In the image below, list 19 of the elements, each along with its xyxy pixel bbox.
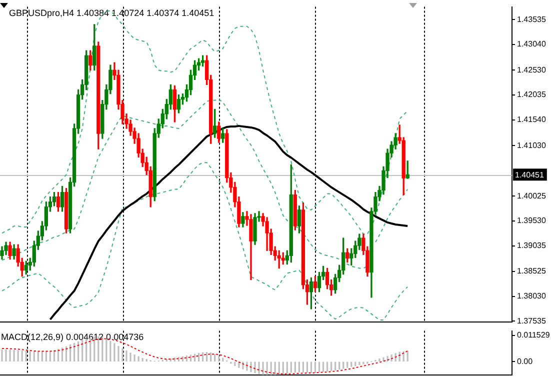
ref-line-label: 1.40451 (515, 170, 544, 180)
y-tick-label: 1.39530 (517, 216, 546, 226)
y-tick-label: 1.43535 (517, 14, 546, 24)
y-tick-label: 1.39035 (517, 241, 546, 250)
line-series (2, 10, 408, 235)
y-tick-label: 1.38525 (517, 266, 546, 276)
y-tick-label: 1.43040 (517, 40, 546, 49)
y-tick-label: 1.38030 (517, 292, 546, 301)
y-tick-label: 1.42035 (517, 90, 546, 100)
chart-title: GBPUSDpro,H4 1.40384 1.40724 1.40374 1.40451 (9, 8, 214, 18)
y-tick-label: 0.00 (517, 356, 534, 366)
chart-title: MACD(12,26,9) 0.004612 0.004736 (1, 332, 144, 342)
y-tick-label: 1.41030 (517, 140, 546, 150)
y-tick-label: 1.42530 (517, 65, 546, 74)
line-series (2, 162, 408, 320)
y-tick-label: 0.011529 (517, 330, 550, 340)
y-tick-label: 1.37535 (517, 316, 546, 326)
y-tick-label: 1.41540 (517, 115, 546, 124)
y-tick-label: 1.40025 (517, 191, 546, 200)
